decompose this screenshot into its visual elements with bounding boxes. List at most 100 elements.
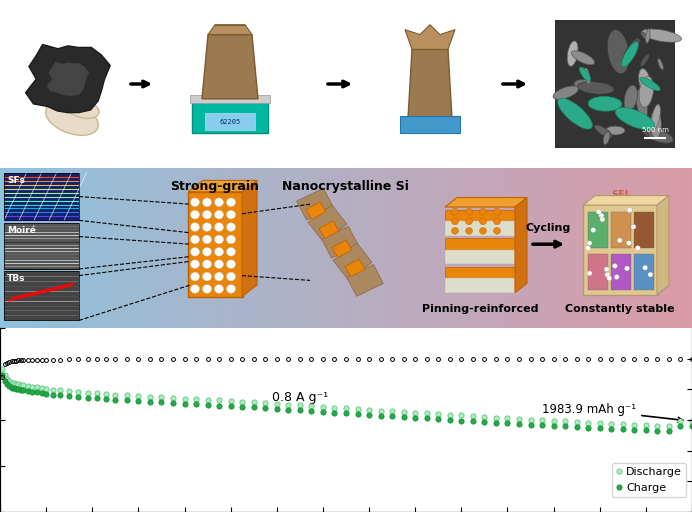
Discharge <box>688 418 692 424</box>
Circle shape <box>190 247 199 256</box>
Charge <box>572 424 581 430</box>
Discharge <box>572 419 581 425</box>
Bar <box>319 221 339 239</box>
Text: Strong-grain: Strong-grain <box>170 180 260 194</box>
Circle shape <box>215 198 224 206</box>
Bar <box>445 250 515 264</box>
Polygon shape <box>202 35 258 99</box>
Polygon shape <box>242 180 257 296</box>
Polygon shape <box>445 198 527 207</box>
Bar <box>445 279 515 293</box>
Bar <box>192 102 268 134</box>
Circle shape <box>226 210 235 219</box>
Polygon shape <box>333 243 372 280</box>
Ellipse shape <box>567 41 578 66</box>
Charge <box>688 422 692 429</box>
Circle shape <box>451 218 459 225</box>
Ellipse shape <box>624 85 637 111</box>
Circle shape <box>190 285 199 293</box>
Ellipse shape <box>603 132 610 144</box>
Circle shape <box>624 266 630 271</box>
Circle shape <box>626 241 631 245</box>
Circle shape <box>190 223 199 231</box>
Ellipse shape <box>558 98 592 129</box>
Charge <box>273 406 281 412</box>
Bar <box>4 223 79 269</box>
Discharge <box>549 418 558 424</box>
Polygon shape <box>405 25 455 50</box>
Bar <box>555 20 675 148</box>
Bar <box>611 212 631 248</box>
Circle shape <box>493 227 500 234</box>
Circle shape <box>631 224 636 229</box>
Circle shape <box>215 272 224 281</box>
Ellipse shape <box>594 125 612 137</box>
Bar <box>588 212 608 248</box>
Discharge <box>607 421 615 427</box>
Bar <box>611 254 631 290</box>
Bar <box>188 192 243 296</box>
Bar <box>345 259 365 276</box>
Text: Moiré: Moiré <box>7 226 36 235</box>
Bar <box>4 173 79 220</box>
Text: 1983.9 mAh g⁻¹: 1983.9 mAh g⁻¹ <box>542 403 683 422</box>
Circle shape <box>480 227 486 234</box>
Ellipse shape <box>640 54 649 67</box>
Circle shape <box>215 260 224 268</box>
Bar <box>445 210 515 221</box>
Polygon shape <box>297 188 334 220</box>
Circle shape <box>226 223 235 231</box>
Charge <box>549 423 558 429</box>
Circle shape <box>599 213 604 218</box>
Ellipse shape <box>641 29 682 42</box>
Circle shape <box>203 210 212 219</box>
Bar <box>634 254 654 290</box>
Ellipse shape <box>46 102 98 135</box>
Text: 0.8 A g⁻¹: 0.8 A g⁻¹ <box>272 391 328 404</box>
Circle shape <box>617 238 622 243</box>
Ellipse shape <box>643 128 673 143</box>
Ellipse shape <box>608 30 629 74</box>
Circle shape <box>215 223 224 231</box>
Circle shape <box>612 264 617 268</box>
Charge <box>607 425 615 432</box>
Polygon shape <box>583 196 669 205</box>
Circle shape <box>600 217 605 222</box>
Circle shape <box>226 285 235 293</box>
Text: Nanocrystalline Si: Nanocrystalline Si <box>282 180 408 194</box>
Bar <box>306 202 326 220</box>
Circle shape <box>203 247 212 256</box>
Ellipse shape <box>639 76 653 108</box>
Circle shape <box>226 272 235 281</box>
Circle shape <box>614 275 619 280</box>
Circle shape <box>451 227 459 234</box>
Polygon shape <box>188 180 257 192</box>
Circle shape <box>648 272 653 277</box>
Circle shape <box>215 285 224 293</box>
Circle shape <box>643 265 648 270</box>
Bar <box>205 113 255 131</box>
Circle shape <box>466 218 473 225</box>
Polygon shape <box>515 198 527 293</box>
Text: Pinning-reinforced: Pinning-reinforced <box>421 304 538 314</box>
Circle shape <box>203 260 212 268</box>
Circle shape <box>466 208 473 215</box>
Circle shape <box>587 241 592 246</box>
Charge <box>665 428 673 434</box>
Text: SEI: SEI <box>611 190 628 200</box>
Ellipse shape <box>646 29 650 43</box>
Legend: Discharge, Charge: Discharge, Charge <box>612 463 686 497</box>
Circle shape <box>215 210 224 219</box>
Text: TBs: TBs <box>7 274 26 283</box>
Polygon shape <box>657 196 669 295</box>
Text: SFs: SFs <box>7 176 25 185</box>
Polygon shape <box>308 205 347 241</box>
Circle shape <box>203 198 212 206</box>
Text: Constantly stable: Constantly stable <box>565 304 675 314</box>
Ellipse shape <box>606 126 625 135</box>
Ellipse shape <box>623 38 640 63</box>
Ellipse shape <box>650 110 661 138</box>
Circle shape <box>190 198 199 206</box>
Circle shape <box>604 267 609 272</box>
Circle shape <box>226 260 235 268</box>
